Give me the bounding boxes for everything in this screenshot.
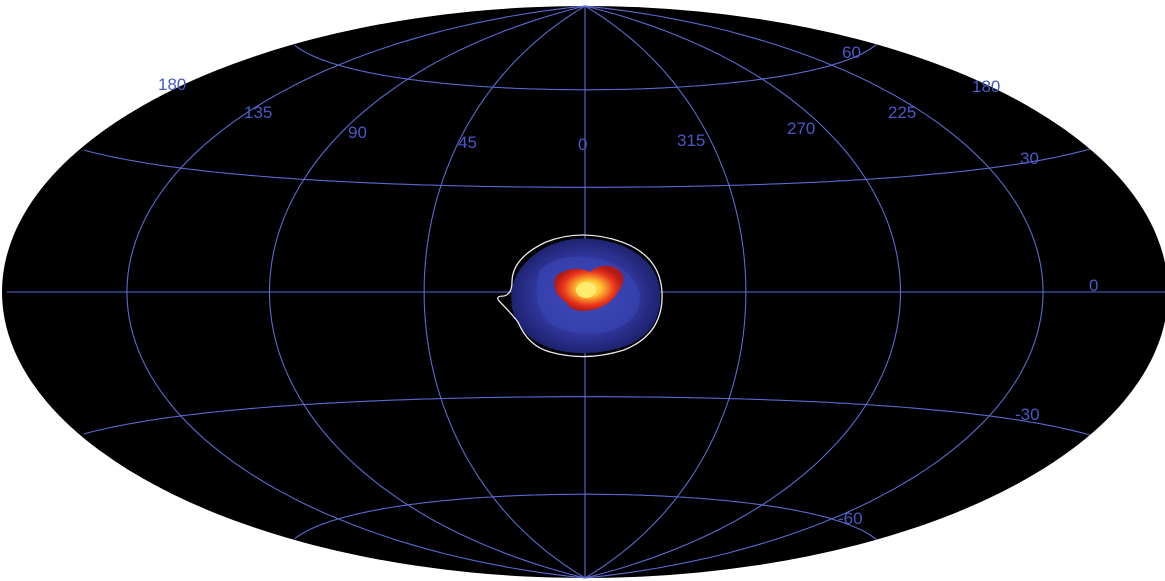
lat-label-0: 0 (1089, 276, 1098, 295)
parallel-line (83, 148, 1090, 188)
lon-label-225: 225 (888, 103, 916, 122)
lon-label-180-left: 180 (158, 75, 186, 94)
lon-label-315: 315 (677, 131, 705, 150)
lat-label-60: 60 (842, 43, 861, 62)
map-labels: 180 135 90 45 0 315 270 225 180 60 30 0 … (158, 43, 1098, 528)
lon-label-90: 90 (348, 123, 367, 142)
emission-peak (576, 282, 596, 298)
parallel-line (294, 493, 877, 541)
emission-contour (497, 234, 663, 358)
lat-label-minus-60: -60 (838, 509, 863, 528)
parallel-line (294, 43, 877, 91)
lon-label-135: 135 (244, 103, 272, 122)
lat-label-30: 30 (1020, 149, 1039, 168)
galactic-center-emission (497, 234, 663, 358)
lon-label-180-right: 180 (972, 77, 1000, 96)
lat-label-minus-30: -30 (1015, 405, 1040, 424)
parallel-line (83, 396, 1090, 436)
lon-label-45: 45 (458, 133, 477, 152)
lon-label-270: 270 (787, 119, 815, 138)
lon-label-0: 0 (578, 135, 587, 154)
